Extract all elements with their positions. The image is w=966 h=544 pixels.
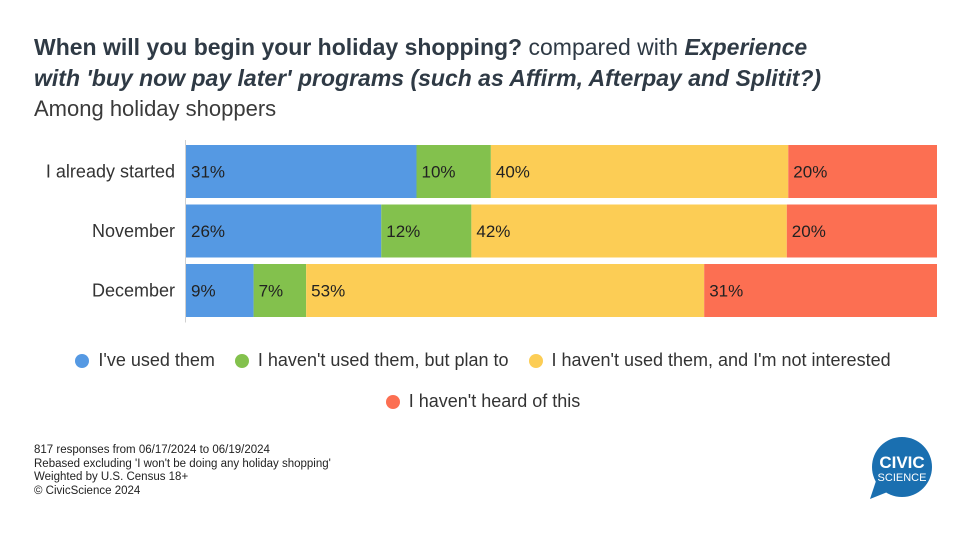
legend-label: I haven't heard of this	[408, 391, 581, 411]
bar-segment	[186, 145, 417, 198]
legend-label: I haven't used them, and I'm not interes…	[551, 350, 891, 370]
legend-item: I've used them	[75, 350, 215, 371]
legend-swatch	[385, 394, 400, 409]
category-label: I already started	[46, 162, 175, 182]
title-compare-text-1: Experience	[684, 34, 808, 60]
footnote-weighting: Weighted by U.S. Census 18+	[34, 471, 189, 483]
legend-label: I haven't used them, but plan to	[257, 350, 509, 370]
footnote-rebased: Rebased excluding 'I won't be doing any …	[34, 457, 331, 470]
legend-label: I've used them	[98, 350, 215, 370]
bar-value-label: 26%	[191, 222, 225, 241]
footnotes: 817 responses from 06/17/2024 to 06/19/2…	[34, 444, 331, 498]
bar-segment	[788, 145, 937, 198]
footnote-copyright: © CivicScience 2024	[34, 484, 141, 497]
bar-value-label: 31%	[191, 163, 225, 182]
category-label: November	[92, 221, 175, 241]
bar-segment	[471, 204, 787, 258]
bar-value-label: 42%	[476, 222, 510, 241]
chart-title-block: When will you begin your holiday shoppin…	[34, 32, 944, 124]
legend-swatch	[75, 353, 90, 368]
bar-value-label: 12%	[386, 222, 420, 241]
bar-value-label: 20%	[793, 163, 827, 182]
bar-value-label: 20%	[792, 222, 826, 241]
title-question-text: When will you begin your holiday shoppin…	[34, 34, 523, 60]
chart-subtitle: Among holiday shoppers	[34, 96, 277, 121]
logo-speech-tail	[870, 481, 890, 499]
bar-value-label: 31%	[709, 282, 743, 301]
stacked-bar-chart: I already started 31% 10% 40% 20% November 26%…	[46, 140, 937, 323]
legend-row-1: I've used them I haven't used them, but p…	[0, 350, 966, 373]
civicscience-logo: CIVIC SCIENCE	[870, 437, 932, 499]
bar-value-label: 7%	[259, 282, 284, 301]
bar-segment	[381, 204, 472, 258]
category-label: December	[92, 281, 175, 301]
chart-title-line-2: with 'buy now pay later' programs (such …	[34, 63, 944, 94]
legend-item: I haven't used them, and I'm not interes…	[528, 350, 891, 371]
bar-segment	[186, 264, 254, 317]
logo-text-civic: CIVIC	[879, 453, 924, 472]
bar-value-label: 40%	[496, 163, 530, 182]
bar-segment	[490, 145, 789, 198]
logo-text-science: SCIENCE	[878, 472, 927, 484]
footnote-responses: 817 responses from 06/17/2024 to 06/19/2…	[34, 444, 270, 456]
title-compare-text-2: with 'buy now pay later' programs (such …	[34, 65, 822, 91]
legend-row-2: I haven't heard of this	[0, 391, 966, 414]
bar-segment	[253, 264, 307, 317]
legend-item: I haven't used them, but plan to	[234, 350, 509, 371]
legend-swatch	[234, 353, 249, 368]
bar-value-label: 53%	[311, 282, 345, 301]
bar-segment	[186, 204, 382, 258]
bar-segment	[786, 204, 937, 258]
bar-segment	[416, 145, 491, 198]
bar-value-label: 10%	[422, 163, 456, 182]
title-connector-text: compared with	[522, 34, 685, 60]
bar-value-label: 9%	[191, 282, 216, 301]
legend-item: I haven't heard of this	[385, 391, 581, 412]
legend-swatch	[528, 353, 543, 368]
chart-title-line-1: When will you begin your holiday shoppin…	[34, 32, 944, 63]
logo-badge	[872, 437, 932, 497]
bar-segment	[306, 264, 705, 317]
bar-segment	[704, 264, 937, 317]
